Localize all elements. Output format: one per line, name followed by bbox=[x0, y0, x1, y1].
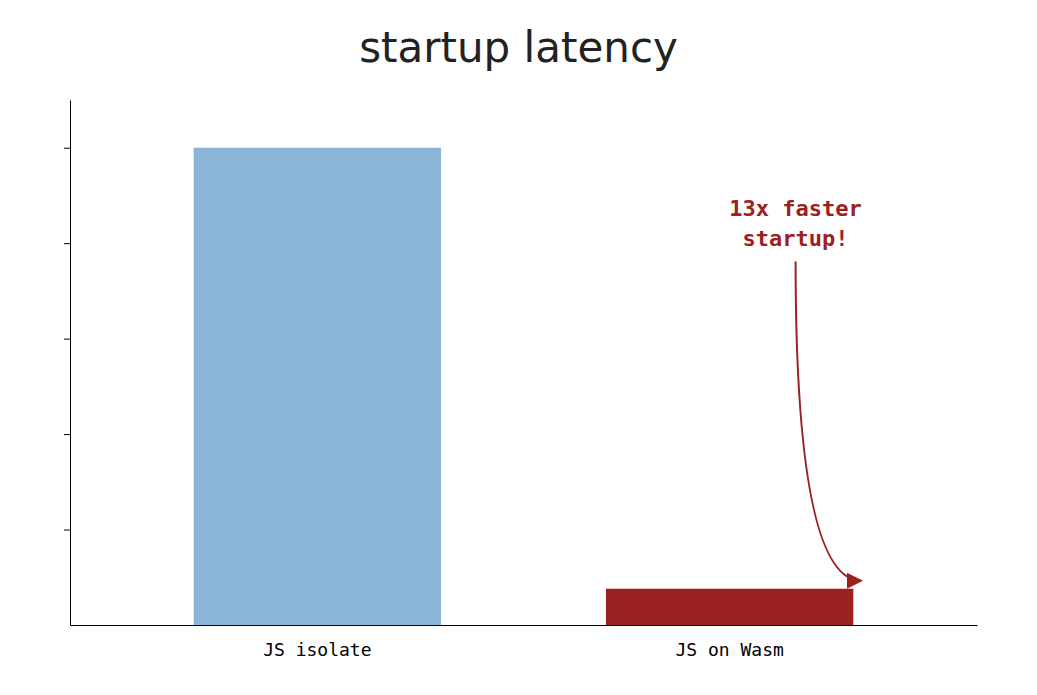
y-tick-mark bbox=[64, 148, 70, 149]
y-tick-mark bbox=[64, 243, 70, 244]
y-tick bbox=[64, 434, 70, 435]
y-tick-mark bbox=[64, 339, 70, 340]
x-axis-line bbox=[71, 625, 978, 626]
x-tick: JS on Wasm bbox=[675, 639, 783, 660]
annotation-text: startup! bbox=[743, 226, 849, 251]
chart-svg: JS isolate JS on Wasm 13x faster startup! st… bbox=[0, 0, 1037, 695]
x-axis: JS isolate JS on Wasm bbox=[71, 626, 978, 660]
x-tick-label: JS isolate bbox=[263, 639, 371, 660]
x-tick-label: JS on Wasm bbox=[675, 639, 783, 660]
title: startup latency bbox=[359, 23, 678, 72]
y-tick-mark bbox=[64, 530, 70, 531]
annotation-text: 13x faster bbox=[729, 196, 861, 221]
x-tick: JS isolate bbox=[263, 639, 371, 660]
y-axis bbox=[64, 101, 71, 626]
y-tick bbox=[64, 530, 70, 531]
annotation: 13x faster startup! bbox=[729, 196, 861, 581]
bar bbox=[194, 148, 441, 625]
y-tick bbox=[64, 148, 70, 149]
y-tick-mark bbox=[64, 434, 70, 435]
plot-area: JS isolate JS on Wasm 13x faster startup! bbox=[64, 101, 978, 660]
bar bbox=[606, 589, 853, 625]
y-tick bbox=[64, 339, 70, 340]
y-tick bbox=[64, 243, 70, 244]
y-axis-line bbox=[70, 101, 71, 626]
annotation-arrow bbox=[796, 262, 862, 581]
